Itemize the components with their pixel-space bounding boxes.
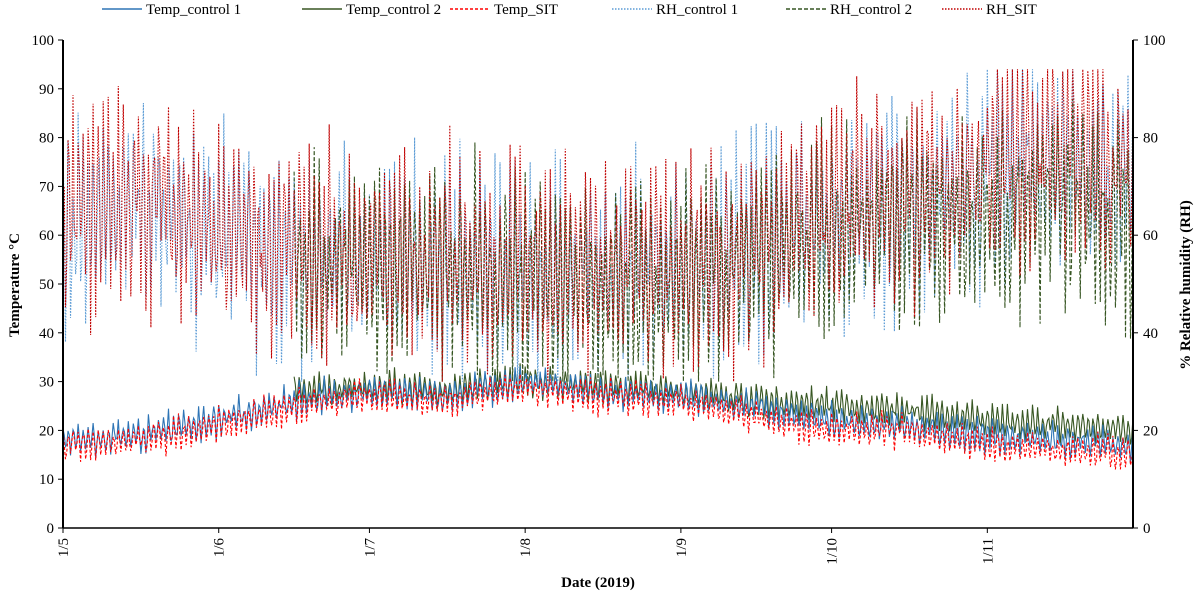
axes: 0 10 20 30 40 50 60 70 80 90 100 0 20 40 60 80 100 1/5 1/6… (32, 33, 1166, 565)
legend-label-rh-control-2: RH_control 2 (830, 2, 912, 18)
series-layer (62, 69, 1134, 470)
legend-label-temp-control-1: Temp_control 1 (146, 2, 241, 18)
x-tick-label: 1/10 (825, 538, 841, 565)
y-right-tick-label: 60 (1143, 228, 1158, 244)
y-right-tick-label: 80 (1143, 131, 1158, 147)
series-line-temp-control-1 (62, 366, 1134, 464)
y-right-tick-label: 100 (1143, 33, 1166, 49)
x-tick-label: 1/6 (212, 538, 228, 558)
x-tick-label: 1/9 (674, 538, 690, 557)
y-right-tick-label: 0 (1143, 521, 1151, 537)
y-left-tick-label: 70 (39, 179, 54, 195)
y-left-tick-label: 40 (39, 326, 54, 342)
y-left-tick-label: 60 (39, 228, 54, 244)
y-left-tick-label: 80 (39, 131, 54, 147)
legend-label-temp-sit: Temp_SIT (494, 2, 558, 18)
y-left-tick-label: 10 (39, 472, 54, 488)
legend-label-temp-control-2: Temp_control 2 (346, 2, 441, 18)
y-left-tick-label: 20 (39, 423, 54, 439)
x-tick-label: 1/11 (980, 538, 996, 564)
series-line-rh-sit (62, 69, 1134, 382)
y-axis-right-title: % Relative humidity (RH) (1178, 200, 1194, 370)
y-axis-left-title: Temperature °C (7, 233, 23, 337)
y-left-tick-label: 0 (47, 521, 55, 537)
y-left-tick-label: 100 (32, 33, 55, 49)
series-line-rh-control-1 (62, 69, 1134, 382)
series-line-rh-control-2 (293, 99, 1134, 382)
legend-label-rh-control-1: RH_control 1 (656, 2, 738, 18)
legend-label-rh-sit: RH_SIT (986, 2, 1037, 18)
y-right-tick-label: 20 (1143, 423, 1158, 439)
series-line-temp-sit (62, 374, 1134, 470)
x-tick-label: 1/8 (518, 538, 534, 557)
y-right-tick-label: 40 (1143, 326, 1158, 342)
y-left-tick-label: 30 (39, 375, 54, 391)
legend: Temp_control 1 Temp_control 2 Temp_SIT RH_c… (102, 2, 1037, 18)
y-left-tick-label: 90 (39, 82, 54, 98)
x-tick-label: 1/5 (56, 538, 72, 557)
x-tick-label: 1/7 (362, 538, 378, 558)
x-axis-title: Date (2019) (561, 575, 635, 591)
y-left-tick-label: 50 (39, 277, 54, 293)
